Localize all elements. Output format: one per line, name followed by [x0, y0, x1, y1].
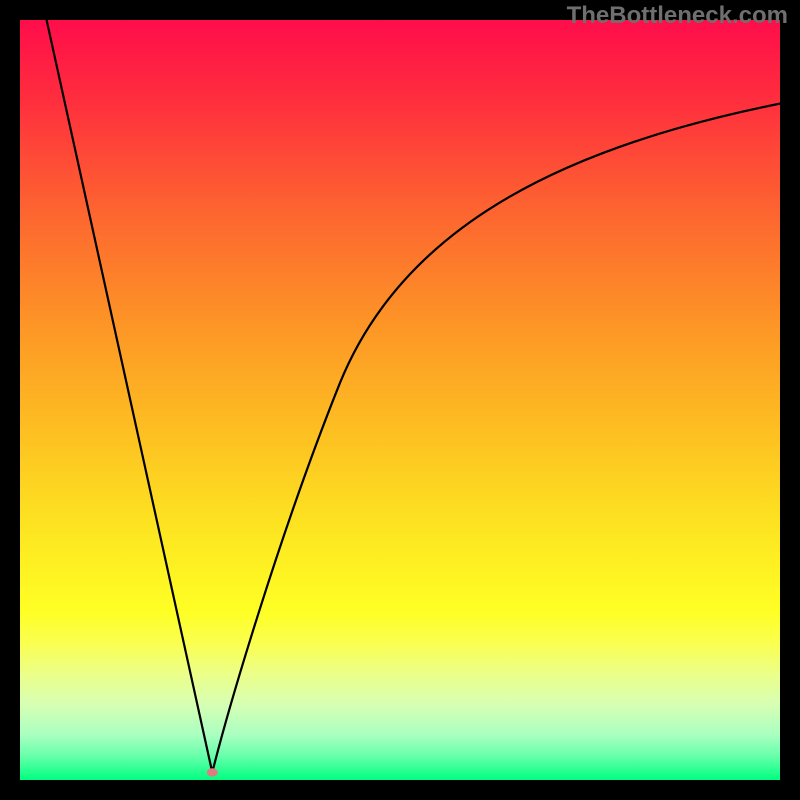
minimum-marker [207, 768, 218, 776]
bottleneck-curve [20, 20, 780, 780]
plot-area [20, 20, 780, 780]
watermark-text: TheBottleneck.com [567, 2, 788, 30]
chart-frame: TheBottleneck.com [0, 0, 800, 800]
